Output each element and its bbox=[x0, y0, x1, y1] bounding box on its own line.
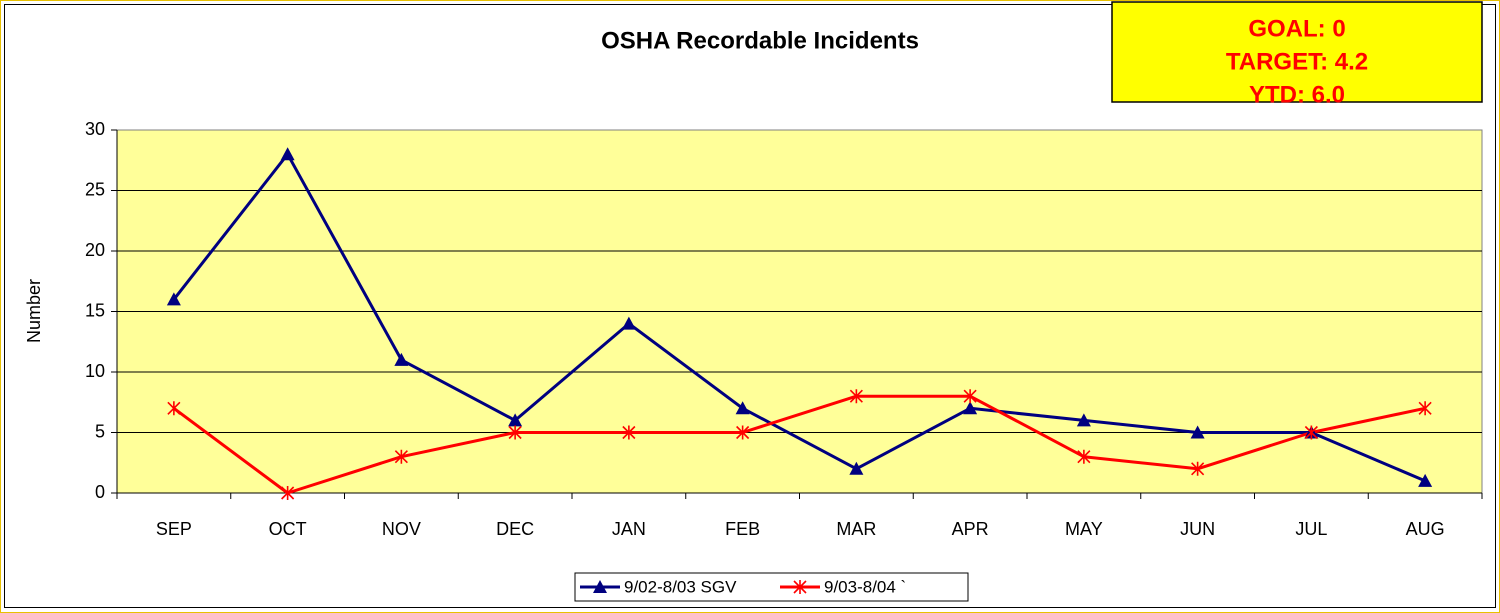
data-point bbox=[166, 292, 181, 306]
data-point bbox=[735, 401, 750, 415]
data-point bbox=[849, 461, 864, 475]
legend-marker bbox=[793, 580, 807, 594]
x-tick-label: FEB bbox=[725, 519, 760, 539]
data-point bbox=[167, 401, 181, 416]
legend-box bbox=[574, 572, 969, 602]
x-tick-label: JUN bbox=[1180, 519, 1215, 539]
data-point bbox=[280, 147, 295, 161]
annotation: TARGET: 4.2 bbox=[1226, 48, 1368, 75]
legend-label: 9/03-8/04 ` bbox=[824, 577, 906, 596]
x-tick-label: MAR bbox=[836, 519, 876, 539]
annotation: YTD: 6.0 bbox=[1249, 81, 1345, 108]
x-tick-label: AUG bbox=[1406, 519, 1445, 539]
data-point bbox=[508, 425, 522, 440]
x-tick-label: APR bbox=[952, 519, 989, 539]
y-tick-label: 30 bbox=[85, 119, 105, 139]
x-tick-label: MAY bbox=[1065, 519, 1103, 539]
data-point bbox=[1191, 461, 1205, 476]
y-tick-label: 0 bbox=[95, 482, 105, 502]
data-point bbox=[1076, 413, 1091, 427]
y-tick-label: 20 bbox=[85, 240, 105, 260]
x-tick-label: JAN bbox=[612, 519, 646, 539]
y-tick-label: 25 bbox=[85, 179, 105, 199]
y-tick-label: 10 bbox=[85, 361, 105, 381]
y-tick-label: 5 bbox=[95, 421, 105, 441]
data-point bbox=[394, 449, 408, 464]
data-point bbox=[622, 425, 636, 440]
legend-item: 9/03-8/04 ` bbox=[780, 577, 906, 596]
y-axis-label: Number bbox=[24, 279, 44, 343]
x-tick-label: DEC bbox=[496, 519, 534, 539]
data-point bbox=[963, 389, 977, 404]
x-tick-label: JUL bbox=[1295, 519, 1327, 539]
x-tick-label: SEP bbox=[156, 519, 192, 539]
x-tick-label: NOV bbox=[382, 519, 421, 539]
y-tick-label: 15 bbox=[85, 300, 105, 320]
series-line bbox=[172, 394, 1426, 495]
data-point bbox=[508, 413, 523, 427]
data-point bbox=[621, 316, 636, 330]
data-point bbox=[1418, 473, 1433, 487]
data-point bbox=[281, 486, 295, 500]
chart-title: OSHA Recordable Incidents bbox=[601, 27, 919, 54]
series-line bbox=[172, 152, 1426, 483]
data-point bbox=[849, 389, 863, 404]
data-point bbox=[1304, 425, 1318, 440]
annotation: GOAL: 0 bbox=[1248, 15, 1345, 42]
data-point bbox=[1418, 401, 1432, 416]
data-point bbox=[394, 352, 409, 366]
data-point bbox=[736, 425, 750, 440]
legend-item: 9/02-8/03 SGV bbox=[580, 577, 737, 596]
annotation-box bbox=[1111, 1, 1483, 103]
data-point bbox=[963, 401, 978, 415]
legend-marker bbox=[593, 580, 607, 593]
x-tick-label: OCT bbox=[269, 519, 307, 539]
legend-label: 9/02-8/03 SGV bbox=[624, 577, 737, 596]
data-point bbox=[1190, 425, 1205, 439]
data-point bbox=[1077, 449, 1091, 464]
annotations: GOAL: 0 TARGET: 4.2 YTD: 6.0 bbox=[1226, 15, 1368, 108]
